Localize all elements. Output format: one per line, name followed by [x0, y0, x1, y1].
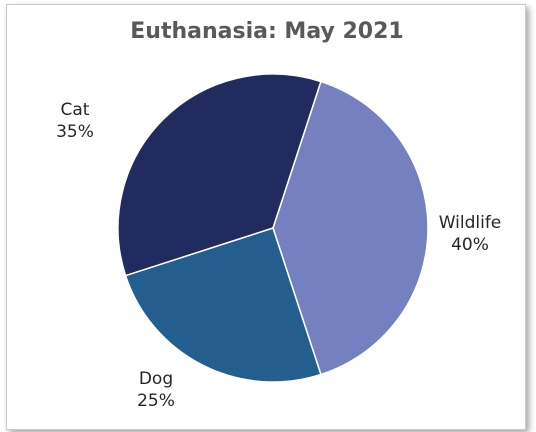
- chart-frame: Euthanasia: May 2021 Wildlife 40% Dog 25% Ca…: [6, 4, 526, 430]
- pie-slice-cat: [117, 73, 322, 277]
- slice-label-wildlife: Wildlife: [439, 213, 502, 233]
- slice-value-cat: 35%: [56, 122, 94, 142]
- slice-value-wildlife: 40%: [451, 235, 489, 255]
- slice-label-dog: Dog: [139, 369, 173, 389]
- pie-slice-wildlife: [272, 80, 429, 376]
- chart-title: Euthanasia: May 2021: [130, 19, 404, 44]
- slice-label-cat: Cat: [61, 100, 90, 120]
- pie-slice-dog: [124, 227, 322, 383]
- slice-value-dog: 25%: [137, 391, 175, 411]
